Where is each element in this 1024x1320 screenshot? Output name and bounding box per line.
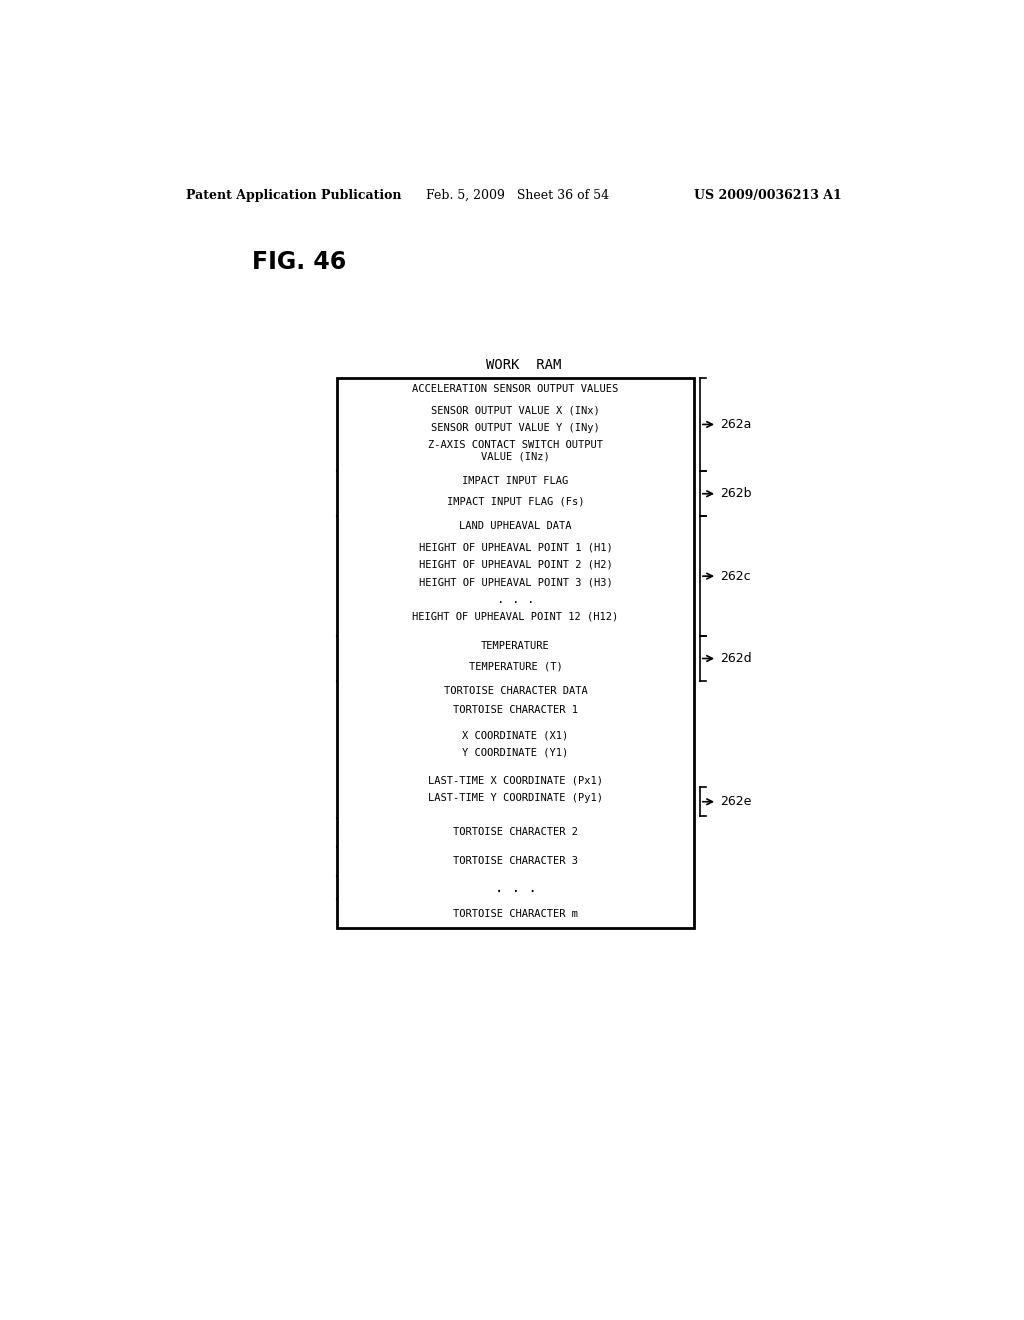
Bar: [365, 539, 667, 556]
Bar: [375, 725, 656, 763]
Text: LAST-TIME X COORDINATE (Px1): LAST-TIME X COORDINATE (Px1): [428, 776, 603, 785]
Text: TEMPERATURE (T): TEMPERATURE (T): [469, 661, 562, 672]
Text: Y COORDINATE (Y1): Y COORDINATE (Y1): [463, 748, 568, 758]
Bar: [360, 536, 671, 632]
Text: ACCELERATION SENSOR OUTPUT VALUES: ACCELERATION SENSOR OUTPUT VALUES: [413, 384, 618, 393]
Text: HEIGHT OF UPHEAVAL POINT 3 (H3): HEIGHT OF UPHEAVAL POINT 3 (H3): [419, 578, 612, 587]
Text: Patent Application Publication: Patent Application Publication: [186, 189, 401, 202]
Bar: [365, 659, 667, 675]
Text: TORTOISE CHARACTER m: TORTOISE CHARACTER m: [453, 908, 578, 919]
Text: 262d: 262d: [720, 652, 752, 665]
Bar: [360, 701, 671, 813]
Bar: [360, 400, 671, 467]
Text: TORTOISE CHARACTER 2: TORTOISE CHARACTER 2: [453, 828, 578, 837]
Bar: [375, 770, 656, 809]
Text: 262e: 262e: [720, 795, 752, 808]
Text: WORK  RAM: WORK RAM: [485, 358, 561, 372]
Text: TEMPERATURE: TEMPERATURE: [481, 640, 550, 651]
Text: TORTOISE CHARACTER 1: TORTOISE CHARACTER 1: [453, 705, 578, 715]
Text: IMPACT INPUT FLAG (Fs): IMPACT INPUT FLAG (Fs): [446, 496, 585, 507]
Bar: [378, 744, 652, 762]
Text: LAND UPHEAVAL DATA: LAND UPHEAVAL DATA: [459, 521, 571, 532]
Text: Z-AXIS CONTACT SWITCH OUTPUT
VALUE (INz): Z-AXIS CONTACT SWITCH OUTPUT VALUE (INz): [428, 440, 603, 462]
Text: TORTOISE CHARACTER 3: TORTOISE CHARACTER 3: [453, 857, 578, 866]
Text: TORTOISE CHARACTER DATA: TORTOISE CHARACTER DATA: [443, 686, 588, 696]
Text: HEIGHT OF UPHEAVAL POINT 1 (H1): HEIGHT OF UPHEAVAL POINT 1 (H1): [419, 543, 612, 552]
Bar: [360, 491, 671, 512]
Bar: [378, 789, 652, 807]
Bar: [365, 437, 667, 465]
Text: HEIGHT OF UPHEAVAL POINT 12 (H12): HEIGHT OF UPHEAVAL POINT 12 (H12): [413, 611, 618, 622]
Bar: [337, 378, 693, 928]
Text: SENSOR OUTPUT VALUE Y (INy): SENSOR OUTPUT VALUE Y (INy): [431, 422, 600, 433]
Text: X COORDINATE (X1): X COORDINATE (X1): [463, 730, 568, 741]
Text: IMPACT INPUT FLAG: IMPACT INPUT FLAG: [463, 477, 568, 486]
Text: . . .: . . .: [495, 880, 537, 895]
Text: FIG. 46: FIG. 46: [252, 251, 346, 275]
Bar: [360, 656, 671, 677]
Text: Feb. 5, 2009   Sheet 36 of 54: Feb. 5, 2009 Sheet 36 of 54: [426, 189, 609, 202]
Bar: [378, 772, 652, 789]
Text: LAST-TIME Y COORDINATE (Py1): LAST-TIME Y COORDINATE (Py1): [428, 793, 603, 804]
Bar: [365, 609, 667, 626]
Text: . . .: . . .: [497, 593, 535, 606]
Bar: [365, 420, 667, 437]
Text: 262c: 262c: [720, 570, 751, 582]
Bar: [365, 494, 667, 511]
Bar: [365, 574, 667, 591]
Bar: [365, 401, 667, 418]
Bar: [378, 726, 652, 743]
Text: HEIGHT OF UPHEAVAL POINT 2 (H2): HEIGHT OF UPHEAVAL POINT 2 (H2): [419, 560, 612, 570]
Text: 262b: 262b: [720, 487, 752, 500]
Text: 262a: 262a: [720, 418, 752, 430]
Text: US 2009/0036213 A1: US 2009/0036213 A1: [693, 189, 842, 202]
Bar: [365, 557, 667, 573]
Text: SENSOR OUTPUT VALUE X (INx): SENSOR OUTPUT VALUE X (INx): [431, 405, 600, 416]
